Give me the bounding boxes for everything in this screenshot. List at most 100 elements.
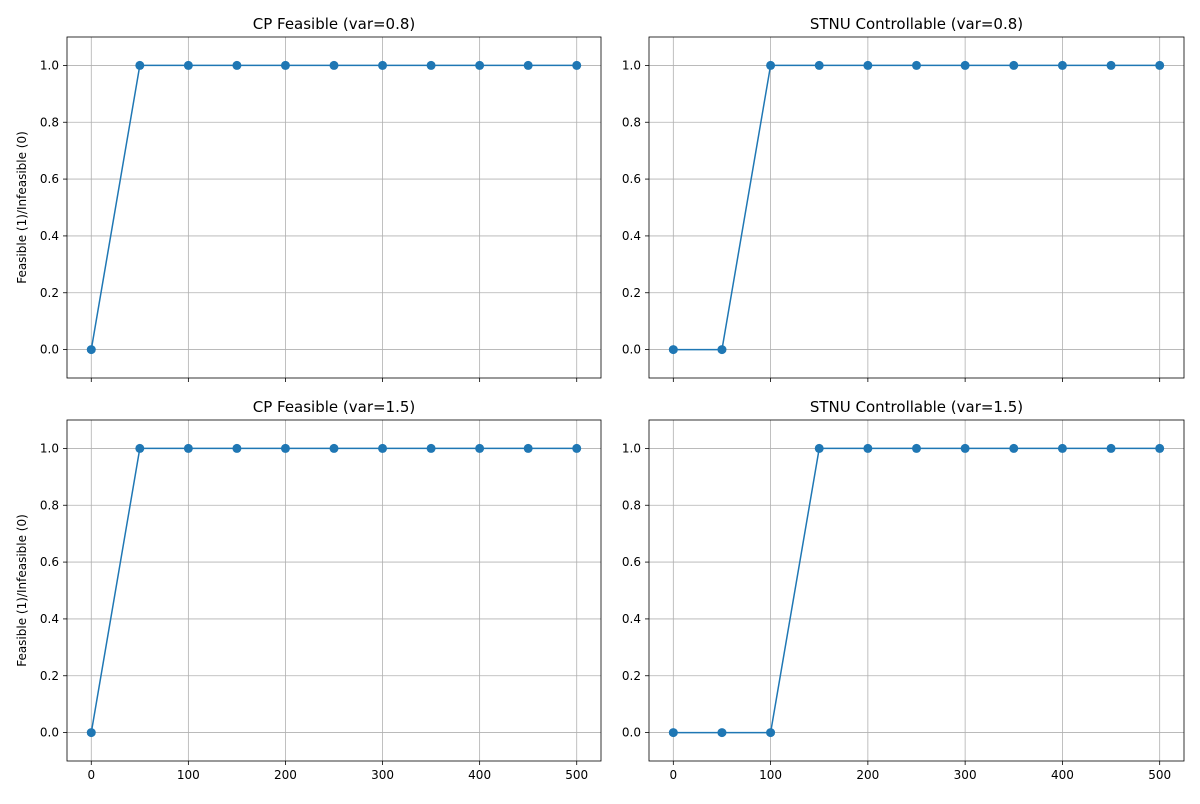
data-point (863, 60, 873, 70)
y-tick-label: 0.4 (622, 229, 641, 243)
x-tick-label: 500 (565, 768, 588, 782)
data-point (475, 443, 485, 453)
series-line (90, 64, 577, 350)
x-tick-label: 400 (468, 768, 491, 782)
data-point (183, 60, 193, 70)
x-tick-label: 300 (954, 768, 977, 782)
data-point (1155, 443, 1165, 453)
chart-title: STNU Controllable (var=1.5) (810, 398, 1023, 416)
data-point (1106, 443, 1116, 453)
x-tick-label: 300 (371, 768, 394, 782)
data-point (378, 443, 388, 453)
data-point (329, 443, 339, 453)
data-point (960, 443, 970, 453)
y-tick-label: 0.0 (622, 726, 641, 740)
y-tick-label: 0.6 (40, 555, 59, 569)
axes-frame (648, 36, 1185, 379)
y-tick-label: 0.8 (622, 498, 641, 512)
data-point (378, 60, 388, 70)
y-tick-label: 0.6 (40, 172, 59, 186)
y-tick-label: 0.4 (622, 612, 641, 626)
data-point (329, 60, 339, 70)
data-point (1009, 60, 1019, 70)
x-tick-label: 0 (87, 768, 95, 782)
data-point (766, 728, 776, 738)
series-line (673, 64, 1160, 351)
y-tick-label: 0.2 (40, 669, 59, 683)
data-point (1106, 60, 1116, 70)
data-point (426, 60, 436, 70)
data-point (426, 443, 436, 453)
data-point (523, 60, 533, 70)
data-point (717, 345, 727, 355)
data-point (912, 443, 921, 453)
data-point (572, 443, 582, 453)
y-tick-label: 0.4 (40, 229, 59, 243)
data-point (863, 443, 873, 453)
y-tick-label: 1.0 (40, 441, 59, 455)
data-point (717, 728, 727, 738)
data-point (668, 728, 678, 738)
y-tick-label: 0.0 (40, 726, 59, 740)
data-point (1057, 443, 1067, 453)
chart-title: CP Feasible (var=0.8) (253, 15, 416, 33)
y-tick-label: 1.0 (622, 441, 641, 455)
data-point (912, 60, 921, 70)
data-point (1009, 443, 1019, 453)
data-point (475, 60, 485, 70)
y-tick-label: 0.6 (622, 172, 641, 186)
y-tick-label: 0.2 (40, 286, 59, 300)
y-tick-label: 0.0 (40, 343, 59, 357)
x-tick-label: 400 (1051, 768, 1074, 782)
data-point (668, 345, 678, 355)
y-tick-label: 0.8 (40, 498, 59, 512)
chart-panel-3: 0 100 200 300 400 500 0.0 0.2 0.4 0.6 0.8 1.0 CP Fea… (15, 398, 602, 782)
axes-frame (66, 36, 602, 379)
y-tick-label: 0.8 (622, 115, 641, 129)
x-tick-label: 200 (274, 768, 297, 782)
series-line (90, 447, 577, 733)
data-point (1057, 60, 1067, 70)
chart-panel-4: 0 100 200 300 400 500 0.0 0.2 0.4 0.6 0.8 1.0 STNU C… (622, 398, 1185, 782)
series-line (673, 447, 1160, 734)
data-point (960, 60, 970, 70)
y-tick-label: 0.0 (622, 343, 641, 357)
y-tick-label: 0.2 (622, 286, 641, 300)
data-point (523, 443, 533, 453)
chart-title: STNU Controllable (var=0.8) (810, 15, 1023, 33)
data-point (280, 443, 290, 453)
data-point (135, 60, 145, 70)
y-tick-label: 1.0 (40, 58, 59, 72)
y-tick-label: 1.0 (622, 58, 641, 72)
axes-frame (66, 419, 602, 762)
data-point (280, 60, 290, 70)
data-point (814, 443, 824, 453)
y-tick-label: 0.8 (40, 115, 59, 129)
data-point (232, 60, 242, 70)
data-point (814, 60, 824, 70)
data-point (572, 60, 582, 70)
x-tick-label: 100 (759, 768, 782, 782)
x-tick-label: 200 (856, 768, 879, 782)
chart-panel-1: 0.0 0.2 0.4 0.6 0.8 1.0 CP Feasible (var=0.8) F… (15, 15, 602, 382)
data-point (1155, 60, 1165, 70)
data-point (183, 443, 193, 453)
data-point (766, 60, 776, 70)
data-point (135, 443, 145, 453)
chart-title: CP Feasible (var=1.5) (253, 398, 416, 416)
y-axis-label: Feasible (1)/Infeasible (0) (15, 514, 29, 667)
chart-panel-2: 0.0 0.2 0.4 0.6 0.8 1.0 STNU Controllable (var… (622, 15, 1185, 382)
y-axis-label: Feasible (1)/Infeasible (0) (15, 131, 29, 284)
data-point (232, 443, 242, 453)
x-tick-label: 100 (177, 768, 200, 782)
data-point (86, 345, 96, 355)
x-tick-label: 500 (1148, 768, 1171, 782)
y-tick-label: 0.2 (622, 669, 641, 683)
axes-frame (648, 419, 1185, 762)
y-tick-label: 0.6 (622, 555, 641, 569)
x-tick-label: 0 (669, 768, 677, 782)
y-tick-label: 0.4 (40, 612, 59, 626)
data-point (86, 728, 96, 738)
